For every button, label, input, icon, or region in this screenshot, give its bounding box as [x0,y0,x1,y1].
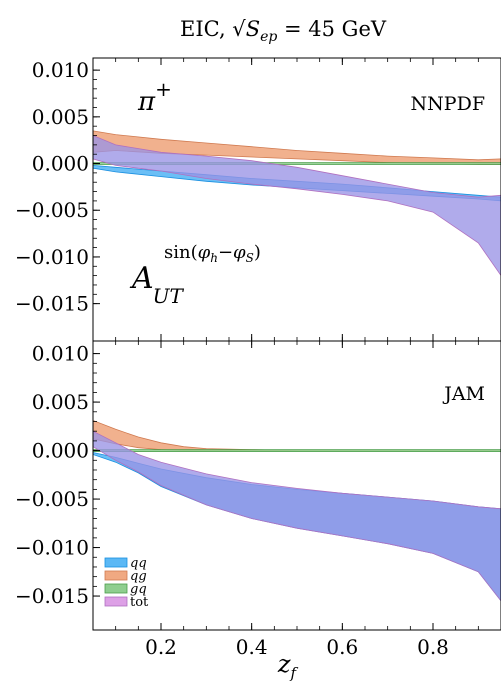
x-tick-label: 0.6 [326,635,358,659]
legend-label: qq [130,556,147,571]
y-tick-label: 0.010 [32,342,89,366]
legend-item-gq: gq [104,582,147,597]
x-tick-label: 0.2 [145,635,177,659]
legend-swatch [104,596,128,607]
legend-item-tot: tot [104,595,149,610]
legend-item-qg: qg [104,569,147,584]
legend-swatch [104,570,128,581]
y-tick-label: 0.000 [32,152,89,176]
figure-title: EIC, √Sep = 45 GeV [180,17,387,45]
legend-label: tot [130,595,149,610]
legend-label: qg [130,569,147,584]
legend-swatch [104,557,128,568]
y-tick-label: −0.010 [15,536,89,560]
x-tick-label: 0.8 [417,635,449,659]
y-tick-label: 0.005 [32,390,89,414]
plot-frame [92,340,501,631]
panel-top: 0.010 0.005 0.000 −0.005 −0.010 −0.015 NNPDF [15,57,501,342]
panel-bottom: 0.010 0.005 0.000 −0.005 −0.010 −0.015 0.2 0.4 0… [15,340,501,659]
plot-area [93,420,501,602]
band-gq [93,449,501,452]
x-tick-label: 0.4 [236,635,268,659]
band-qg [93,420,501,451]
y-tick-label: −0.010 [15,245,89,269]
panel-label-top: NNPDF [411,93,485,115]
x-axis-label: zf [277,650,299,682]
panels: 0.0100.0050.000−0.005−0.010−0.015NNPDF0.… [15,57,501,659]
band-tot [93,135,501,277]
legend-swatch [104,583,128,594]
observable-label: AUT [129,261,185,308]
band-tot [93,430,501,602]
observable-superscript: sin(φh−φS) [164,242,261,265]
y-tick-label: −0.005 [15,487,89,511]
panel-label-bottom: JAM [442,383,485,405]
y-tick-label: −0.005 [15,198,89,222]
hadron-label: π+ [137,77,172,117]
legend-item-qq: qq [104,556,147,571]
y-tick-label: 0.010 [32,58,89,82]
y-tick-label: 0.000 [32,439,89,463]
y-tick-label: −0.015 [15,584,89,608]
plot-area [93,130,501,277]
y-tick-label: −0.015 [15,292,89,316]
legend-label: gq [130,582,147,597]
y-tick-label: 0.005 [32,105,89,129]
